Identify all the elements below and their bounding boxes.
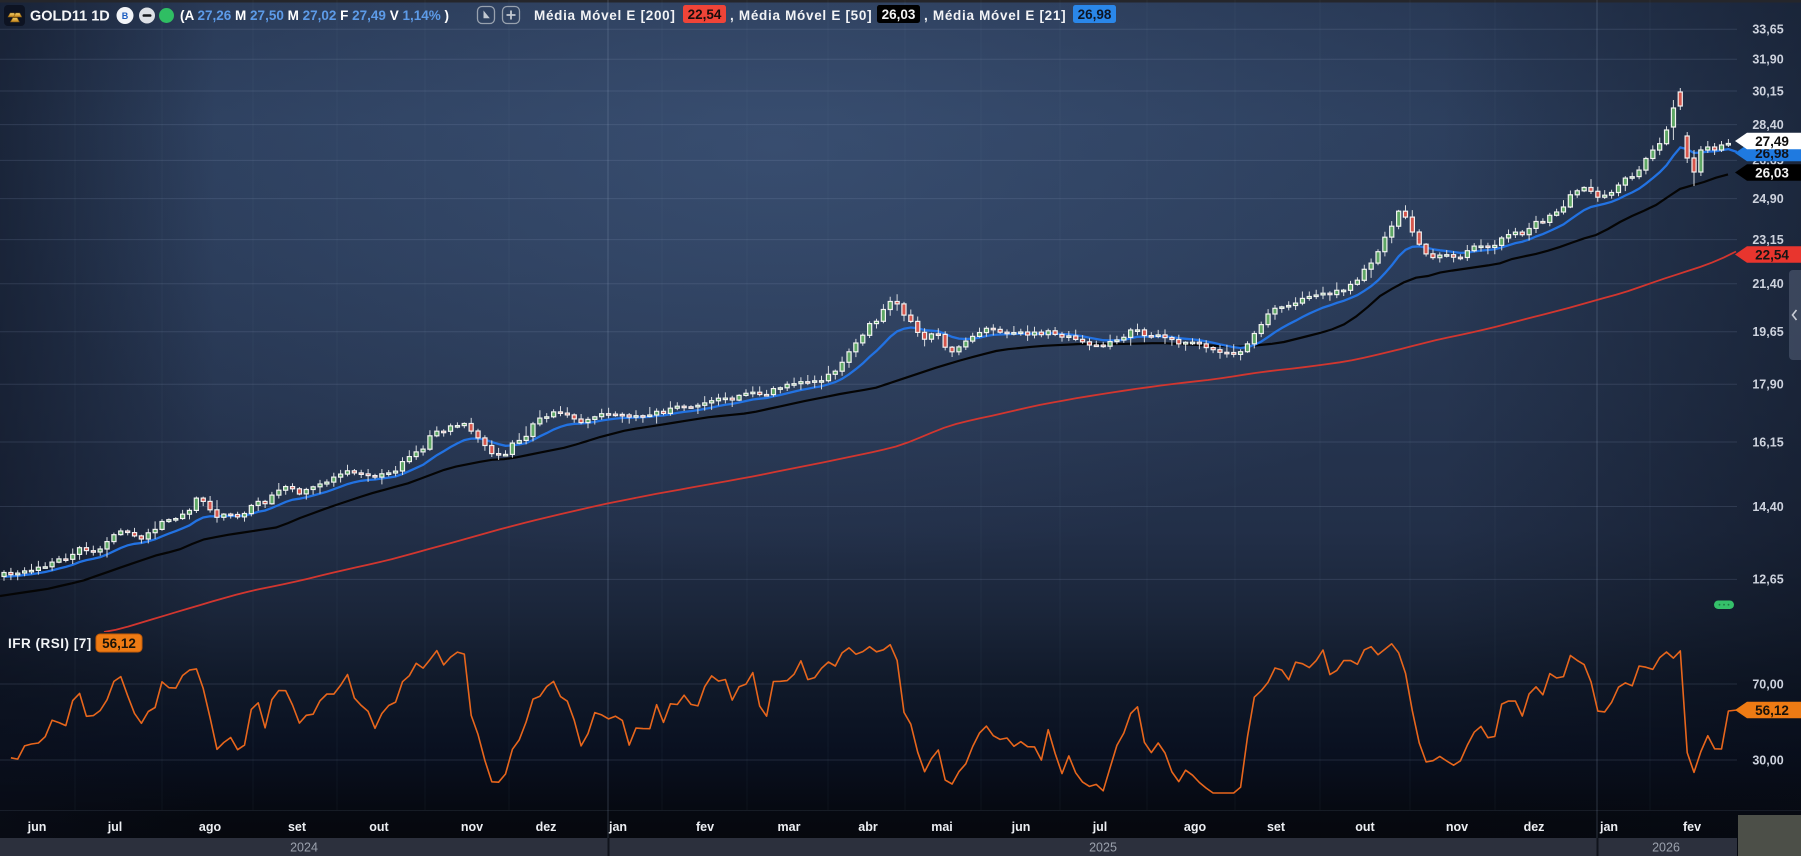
svg-text:nov: nov — [1446, 820, 1468, 834]
svg-text:mar: mar — [778, 820, 801, 834]
svg-text:33,65: 33,65 — [1752, 23, 1783, 37]
svg-text:abr: abr — [858, 820, 878, 834]
svg-text:fev: fev — [1683, 820, 1701, 834]
svg-text:56,12: 56,12 — [102, 636, 136, 651]
svg-text:70,00: 70,00 — [1752, 677, 1783, 691]
svg-text:16,15: 16,15 — [1752, 435, 1783, 449]
svg-text:ago: ago — [1184, 820, 1207, 834]
svg-text:2024: 2024 — [290, 841, 318, 855]
svg-text:27,49: 27,49 — [1755, 134, 1789, 149]
svg-text:, Média Móvel E [21]: , Média Móvel E [21] — [924, 8, 1066, 23]
svg-text:jul: jul — [1092, 820, 1108, 834]
svg-text:30,15: 30,15 — [1752, 84, 1783, 98]
svg-text:, Média Móvel E [50]: , Média Móvel E [50] — [730, 8, 872, 23]
svg-text:24,90: 24,90 — [1752, 192, 1783, 206]
svg-text:jan: jan — [608, 820, 627, 834]
svg-text:jun: jun — [1011, 820, 1031, 834]
svg-text:nov: nov — [461, 820, 483, 834]
svg-text:(A 27,26 M 27,50 M 27,02 F 27,: (A 27,26 M 27,50 M 27,02 F 27,49 V 1,14%… — [180, 8, 449, 23]
svg-text:B: B — [122, 11, 129, 21]
svg-text:26,98: 26,98 — [1755, 146, 1789, 161]
svg-text:2026: 2026 — [1652, 841, 1680, 855]
svg-text:jun: jun — [27, 820, 47, 834]
svg-text:31,90: 31,90 — [1752, 53, 1783, 67]
svg-text:Média Móvel E [200]: Média Móvel E [200] — [534, 8, 676, 23]
svg-text:out: out — [369, 820, 389, 834]
svg-text:21,40: 21,40 — [1752, 277, 1783, 291]
svg-text:dez: dez — [1524, 820, 1545, 834]
svg-text:26,98: 26,98 — [1078, 7, 1112, 22]
svg-text:56,12: 56,12 — [1755, 703, 1789, 718]
svg-text:ago: ago — [199, 820, 222, 834]
svg-text:26,03: 26,03 — [882, 7, 916, 22]
svg-text:28,40: 28,40 — [1752, 118, 1783, 132]
svg-text:IFR (RSI) [7]: IFR (RSI) [7] — [8, 636, 92, 651]
svg-text:23,15: 23,15 — [1752, 233, 1783, 247]
svg-text:2025: 2025 — [1089, 841, 1117, 855]
svg-text:jul: jul — [107, 820, 123, 834]
svg-text:fev: fev — [696, 820, 714, 834]
svg-text:set: set — [1267, 820, 1286, 834]
svg-text:mai: mai — [931, 820, 953, 834]
svg-text:dez: dez — [536, 820, 557, 834]
svg-text:GOLD11 1D: GOLD11 1D — [30, 9, 110, 25]
svg-text:19,65: 19,65 — [1752, 325, 1783, 339]
svg-text:14,40: 14,40 — [1752, 500, 1783, 514]
svg-text:17,90: 17,90 — [1752, 378, 1783, 392]
svg-text:jan: jan — [1599, 820, 1618, 834]
svg-text:12,65: 12,65 — [1752, 573, 1783, 587]
svg-text:26,03: 26,03 — [1755, 165, 1789, 180]
svg-text:30,00: 30,00 — [1752, 753, 1783, 767]
svg-text:22,54: 22,54 — [688, 7, 722, 22]
svg-text:out: out — [1355, 820, 1375, 834]
svg-text:set: set — [288, 820, 307, 834]
svg-text:22,54: 22,54 — [1755, 247, 1789, 262]
